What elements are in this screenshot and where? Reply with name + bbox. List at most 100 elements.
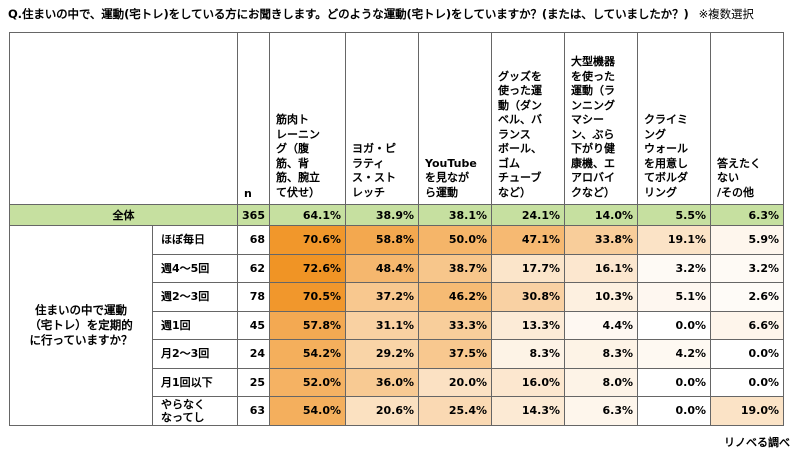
total-value: 24.1% [521,208,560,222]
value-cell: 70.6% [269,225,346,255]
value-cell: 20.0% [418,367,492,397]
cell-value: 10.3% [594,290,633,304]
cell-value: 8.3% [529,347,560,361]
value-cell: 37.2% [345,282,419,312]
cell-value: 0.0% [675,404,706,418]
value-cell: 17.7% [491,253,565,283]
cell-value: 4.2% [675,347,706,361]
cell-value: 19.1% [667,233,706,247]
value-cell: 14.3% [491,396,565,426]
value-cell: 52.0% [269,367,346,397]
value-cell: 8.0% [564,367,638,397]
cell-value: 14.3% [521,404,560,418]
cell-value: 37.2% [375,290,414,304]
value-cell: 10.3% [564,282,638,312]
cell-value: 6.6% [748,318,779,332]
table-row: 週2～3回 78 70.5% 37.2% 46.2% 30.8% 10.3% 5.1% 2.6% [10,282,784,312]
cell-value: 0.0% [675,375,706,389]
row-label: 週4～5回 [152,253,238,283]
value-cell: 16.1% [564,253,638,283]
total-value: 5.5% [675,208,706,222]
value-cell: 46.2% [418,282,492,312]
value-cell: 13.3% [491,310,565,340]
n-header: n [237,32,270,205]
value-cell: 58.8% [345,225,419,255]
cell-value: 54.0% [302,404,341,418]
table-row: 週4～5回 62 72.6% 48.4% 38.7% 17.7% 16.1% 3.2% 3.2% [10,253,784,283]
row-n-value: 62 [249,261,265,275]
header-row: n 筋肉ト レーニン グ（腹 筋、背 筋、腕立 て伏せ） ヨガ・ピ ラティ ス・スト… [9,32,784,205]
value-cell: 70.5% [269,282,346,312]
cell-value: 2.6% [748,290,779,304]
total-n-value: 365 [242,208,265,222]
value-cell: 54.2% [269,339,346,369]
total-value-cell: 64.1% [269,204,346,226]
total-value-cell: 5.5% [637,204,711,226]
row-n-value: 78 [249,290,265,304]
cell-value: 30.8% [521,290,560,304]
value-cell: 30.8% [491,282,565,312]
total-value: 6.3% [748,208,779,222]
table-row: やらなく なってし 63 54.0% 20.6% 25.4% 14.3% 6.3% 0.0% 1… [10,396,784,426]
cell-value: 16.1% [594,261,633,275]
row-label: 月2～3回 [152,339,238,369]
column-header-label: グッズを 使った運 動（ダン ベル、バ ランス ボール、 ゴム チューブ など） [498,69,542,199]
value-cell: 19.1% [637,225,711,255]
total-value-cell: 14.0% [564,204,638,226]
row-n-value: 24 [249,347,265,361]
cell-value: 8.0% [602,375,633,389]
total-value: 14.0% [594,208,633,222]
n-header-label: n [244,187,252,200]
value-cell: 16.0% [491,367,565,397]
total-value-cell: 24.1% [491,204,565,226]
cell-value: 70.5% [302,290,341,304]
column-header-label: 大型機器 を使った 運動（ラ ンニング マシー ン、ぶら 下がり健 康機、エ ア… [571,55,615,199]
cell-value: 72.6% [302,261,341,275]
cell-value: 13.3% [521,318,560,332]
total-value-cell: 6.3% [710,204,784,226]
value-cell: 72.6% [269,253,346,283]
value-cell: 29.2% [345,339,419,369]
cell-value: 48.4% [375,261,414,275]
value-cell: 0.0% [637,367,711,397]
value-cell: 19.0% [710,396,784,426]
row-label: 月1回以下 [152,367,238,397]
question-title: Q.住まいの中で、運動(宅トレ)をしている方にお聞きします。どのような運動(宅ト… [8,7,689,21]
cell-value: 5.1% [675,290,706,304]
cell-value: 47.1% [521,233,560,247]
value-cell: 36.0% [345,367,419,397]
table-row: 月2～3回 24 54.2% 29.2% 37.5% 8.3% 8.3% 4.2% 0.0% [10,339,784,369]
value-cell: 47.1% [491,225,565,255]
value-cell: 54.0% [269,396,346,426]
cell-value: 54.2% [302,347,341,361]
row-n: 24 [237,339,270,369]
row-label-text: 月2～3回 [161,347,210,361]
row-n-value: 68 [249,233,265,247]
column-header: クライミ ング ウォール を用意し てボルダ リング [637,32,711,205]
cell-value: 0.0% [748,375,779,389]
cell-value: 70.6% [302,233,341,247]
survey-cross-table: n 筋肉ト レーニン グ（腹 筋、背 筋、腕立 て伏せ） ヨガ・ピ ラティ ス・スト… [9,32,784,426]
total-value: 64.1% [302,208,341,222]
value-cell: 0.0% [710,339,784,369]
row-n: 63 [237,396,270,426]
column-header-label: 答えたく ない /その他 [717,156,761,199]
value-cell: 6.6% [710,310,784,340]
cell-value: 38.7% [448,261,487,275]
cell-value: 58.8% [375,233,414,247]
cell-value: 52.0% [302,375,341,389]
column-header: YouTube を見なが ら運動 [418,32,492,205]
value-cell: 8.3% [491,339,565,369]
cell-value: 50.0% [448,233,487,247]
value-cell: 0.0% [637,396,711,426]
column-header-label: 筋肉ト レーニン グ（腹 筋、背 筋、腕立 て伏せ） [276,113,320,199]
total-value-cell: 38.9% [345,204,419,226]
cell-value: 4.4% [602,318,633,332]
cell-value: 29.2% [375,347,414,361]
value-cell: 38.7% [418,253,492,283]
multi-select-note: ※複数選択 [698,7,754,21]
cell-value: 3.2% [748,261,779,275]
cell-value: 36.0% [375,375,414,389]
question-text: Q.住まいの中で、運動(宅トレ)をしている方にお聞きします。どのような運動(宅ト… [8,6,798,22]
row-n: 68 [237,225,270,255]
